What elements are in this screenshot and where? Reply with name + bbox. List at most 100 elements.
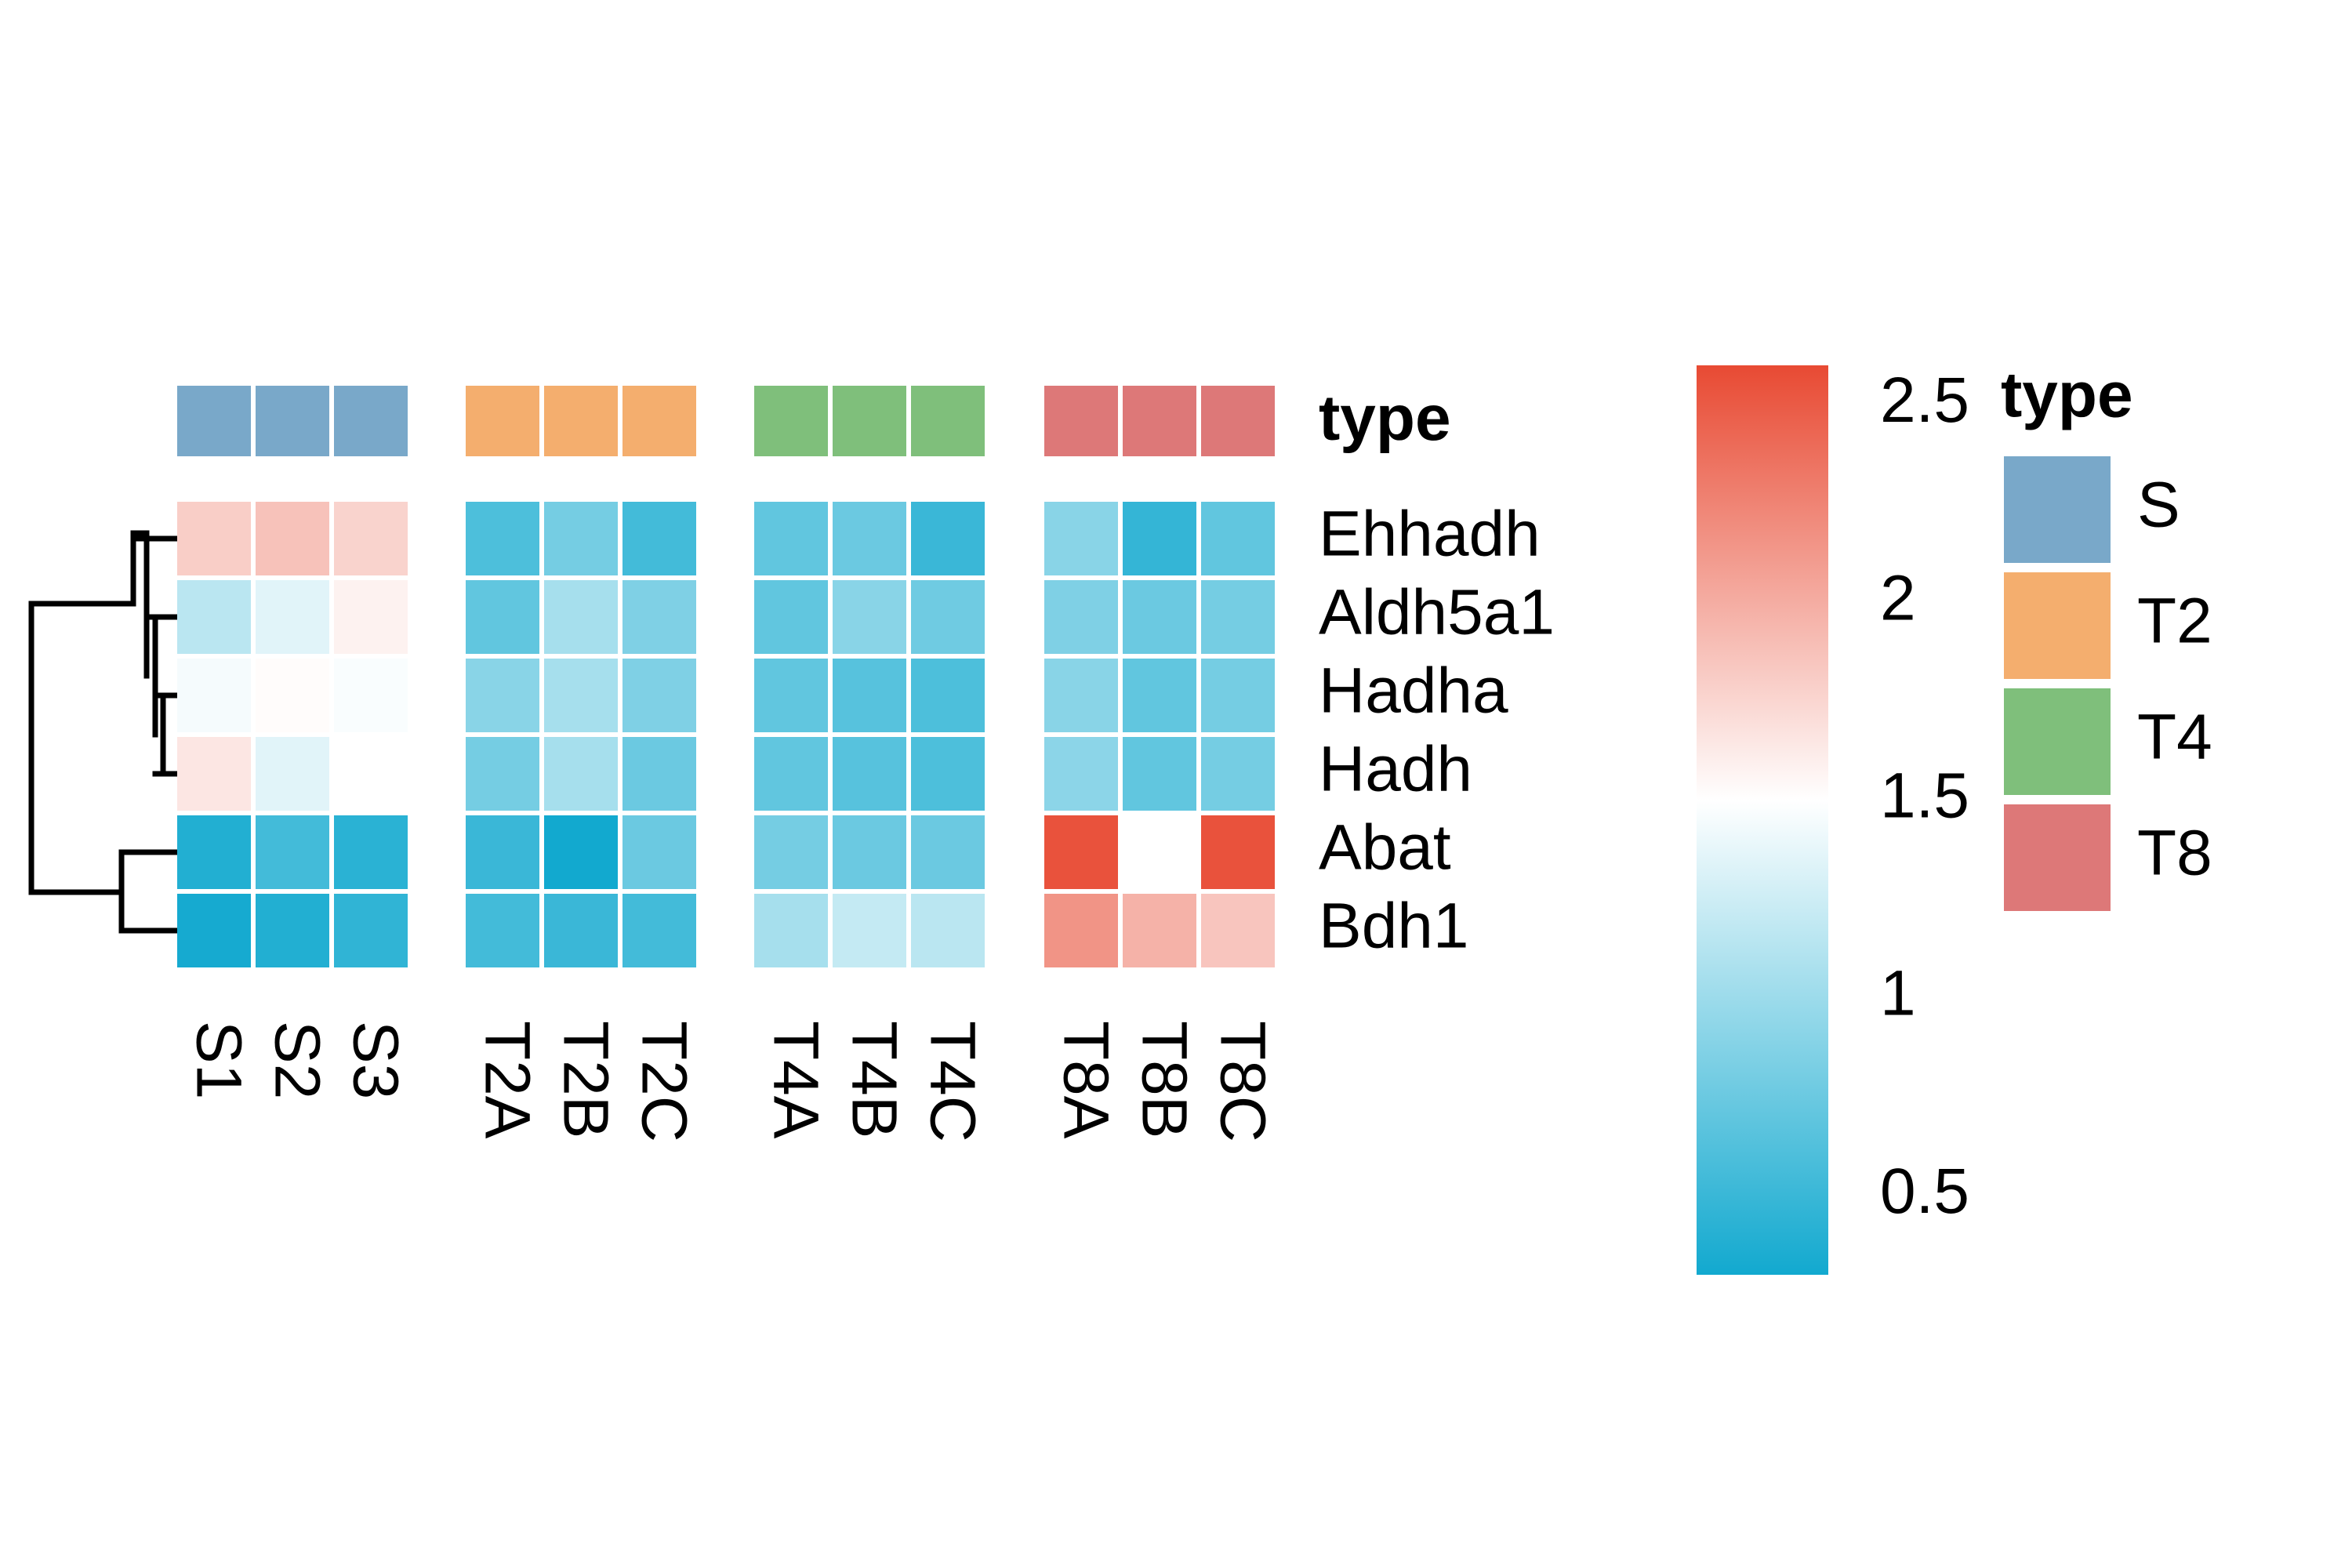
color-scale-tick-label: 2 [1880,562,1916,633]
annotation-cell-t2a [466,386,539,456]
column-label-t4a: T4A [760,1021,831,1139]
cell-bdh1-t4c [911,894,985,967]
type-legend-swatch-t2 [2004,572,2111,679]
cell-abat-t4b [833,815,906,889]
annotation-cell-s3 [334,386,408,456]
cell-bdh1-s2 [256,894,329,967]
cell-aldh5a1-t2a [466,580,539,654]
column-label-s2: S2 [261,1021,332,1099]
column-labels: S1 S2 S3 T2A T2B T2C T4A T4B T4C T8A T8B T8C [183,1021,1278,1142]
cell-hadh-t8c [1201,737,1275,811]
cell-bdh1-t4b [833,894,906,967]
color-scale-bar [1697,365,1828,1275]
color-scale-tick-label: 1 [1880,958,1916,1029]
cell-bdh1-s1 [177,894,251,967]
cell-ehhadh-t2b [544,502,618,575]
cell-bdh1-t4a [754,894,828,967]
cell-bdh1-t8c [1201,894,1275,967]
cell-aldh5a1-t2b [544,580,618,654]
type-legend-label-s: S [2137,470,2180,541]
cell-hadh-s1 [177,737,251,811]
annotation-cell-t2b [544,386,618,456]
annotation-cell-t8c [1201,386,1275,456]
column-label-t2c: T2C [628,1021,699,1142]
cell-bdh1-t8b [1123,894,1196,967]
cell-ehhadh-s2 [256,502,329,575]
type-legend-label-t4: T4 [2137,702,2212,773]
cell-abat-t8a [1044,815,1118,889]
color-scale-tick-label: 1.5 [1880,760,1969,831]
cell-bdh1-t2c [622,894,696,967]
cell-bdh1-t2b [544,894,618,967]
annotation-cell-t2c [622,386,696,456]
type-legend-label-t8: T8 [2137,818,2212,889]
cell-abat-s3 [334,815,408,889]
cell-aldh5a1-s2 [256,580,329,654]
cell-ehhadh-t4c [911,502,985,575]
cell-ehhadh-t8a [1044,502,1118,575]
cell-abat-t8c [1201,815,1275,889]
heatmap-cells [177,502,1275,967]
annotation-cell-t4a [754,386,828,456]
cell-hadha-t8c [1201,659,1275,732]
cell-bdh1-t2a [466,894,539,967]
cell-hadha-t4a [754,659,828,732]
color-scale-legend: 0.5 1 1.5 2 2.5 [1697,365,1969,1275]
cell-hadh-t2c [622,737,696,811]
annotation-cell-t4b [833,386,906,456]
column-label-s3: S3 [339,1021,411,1099]
cell-hadh-t2b [544,737,618,811]
cell-ehhadh-t8c [1201,502,1275,575]
annotation-cell-s1 [177,386,251,456]
cell-abat-s2 [256,815,329,889]
cell-ehhadh-t4a [754,502,828,575]
type-legend-title: type [2001,360,2133,431]
cell-hadha-t4b [833,659,906,732]
cell-hadh-s2 [256,737,329,811]
cell-abat-t4c [911,815,985,889]
cell-abat-t2c [622,815,696,889]
column-label-t2a: T2A [471,1021,543,1139]
column-label-t8a: T8A [1050,1021,1121,1139]
cell-abat-t8b [1123,815,1196,889]
cell-hadha-s2 [256,659,329,732]
annotation-cell-t8b [1123,386,1196,456]
annotation-cell-t4c [911,386,985,456]
row-label-ehhadh: Ehhadh [1319,499,1541,570]
cell-ehhadh-t4b [833,502,906,575]
column-label-t4b: T4B [838,1021,909,1138]
column-label-s1: S1 [183,1021,254,1099]
cell-abat-s1 [177,815,251,889]
cell-hadh-t4b [833,737,906,811]
cell-aldh5a1-t4a [754,580,828,654]
cell-ehhadh-t8b [1123,502,1196,575]
cell-ehhadh-s3 [334,502,408,575]
annotation-cell-s2 [256,386,329,456]
type-legend-swatch-t8 [2004,804,2111,911]
cell-hadh-t2a [466,737,539,811]
cell-bdh1-t8a [1044,894,1118,967]
cell-bdh1-s3 [334,894,408,967]
cell-hadh-t4c [911,737,985,811]
cell-hadh-t8b [1123,737,1196,811]
type-legend-swatch-t4 [2004,688,2111,795]
cell-hadh-s3 [334,737,408,811]
cell-ehhadh-t2a [466,502,539,575]
column-label-t8b: T8B [1128,1021,1200,1138]
cell-abat-t2a [466,815,539,889]
column-label-t4c: T4C [916,1021,988,1142]
annotation-bar [177,386,1275,456]
type-legend-label-t2: T2 [2137,586,2212,657]
cell-hadha-t2a [466,659,539,732]
color-scale-tick-label: 2.5 [1880,365,1969,436]
cell-hadha-s3 [334,659,408,732]
cell-hadha-t4c [911,659,985,732]
row-label-hadh: Hadh [1319,734,1472,805]
cell-hadha-t2c [622,659,696,732]
cell-aldh5a1-t4c [911,580,985,654]
cell-aldh5a1-t8a [1044,580,1118,654]
cell-ehhadh-s1 [177,502,251,575]
